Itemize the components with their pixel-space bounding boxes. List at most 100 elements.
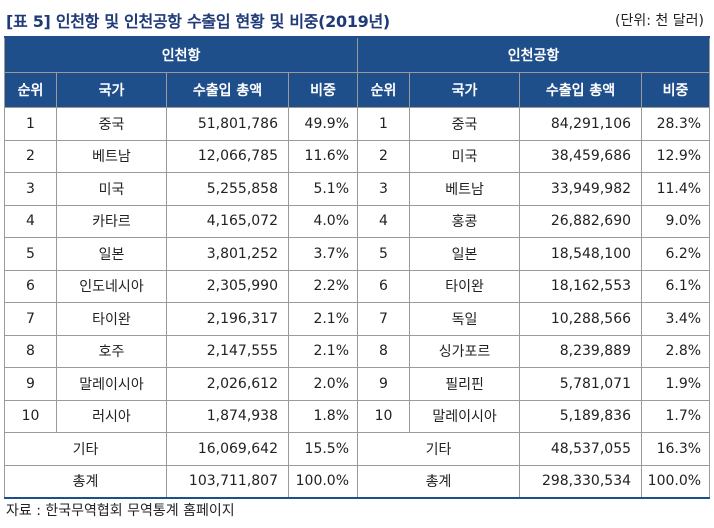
- air-share-cell: 3.4%: [641, 302, 711, 336]
- air-country-cell: 미국: [409, 139, 521, 173]
- port-share-cell: 2.1%: [287, 302, 359, 336]
- port-country-cell: 중국: [56, 107, 167, 141]
- air-country-cell: 싱가포르: [409, 334, 521, 368]
- air-share-cell: 28.3%: [641, 107, 711, 141]
- port-share-cell: 3.7%: [287, 237, 359, 271]
- table-row: 10 러시아 1,874,938 1.8% 10 말레이시아 5,189,836 1.7%: [4, 399, 711, 433]
- air-share-cell: 12.9%: [641, 139, 711, 173]
- rank-cell: 5: [4, 237, 57, 271]
- rank-cell: 2: [4, 139, 57, 173]
- air-country-cell: 독일: [409, 302, 521, 336]
- port-total-cell: 1,874,938: [166, 399, 289, 433]
- col-header-total: 수출입 총액: [519, 72, 643, 108]
- port-share-cell: 11.6%: [287, 139, 359, 173]
- air-rank-cell: 8: [357, 334, 411, 368]
- group-header-port: 인천항: [3, 36, 359, 73]
- port-total-cell: 2,147,555: [166, 334, 289, 368]
- other-label: 기타: [4, 432, 167, 466]
- air-country-cell: 말레이시아: [409, 399, 521, 433]
- air-share-cell: 6.2%: [641, 237, 711, 271]
- col-header-country: 국가: [409, 72, 521, 108]
- rank-cell: 1: [4, 107, 57, 141]
- air-country-cell: 일본: [409, 237, 521, 271]
- port-country-cell: 러시아: [56, 399, 167, 433]
- port-total-cell: 3,801,252: [166, 237, 289, 271]
- air-rank-cell: 4: [357, 204, 411, 238]
- air-rank-cell: 3: [357, 172, 411, 206]
- port-country-cell: 호주: [56, 334, 167, 368]
- total-label: 총계: [357, 464, 521, 499]
- air-total-cell: 5,189,836: [519, 399, 643, 433]
- air-rank-cell: 7: [357, 302, 411, 336]
- col-header-rank: 순위: [4, 72, 57, 108]
- group-header-airport: 인천공항: [357, 36, 711, 73]
- rank-cell: 6: [4, 269, 57, 303]
- air-share-cell: 9.0%: [641, 204, 711, 238]
- air-share-cell: 11.4%: [641, 172, 711, 206]
- port-share-cell: 4.0%: [287, 204, 359, 238]
- total-air-share: 100.0%: [641, 464, 711, 499]
- table-row-other: 기타 16,069,642 15.5% 기타 48,537,055 16.3%: [4, 432, 711, 466]
- air-rank-cell: 6: [357, 269, 411, 303]
- air-total-cell: 18,548,100: [519, 237, 643, 271]
- port-total-cell: 5,255,858: [166, 172, 289, 206]
- air-rank-cell: 9: [357, 367, 411, 401]
- port-share-cell: 2.2%: [287, 269, 359, 303]
- port-total-cell: 12,066,785: [166, 139, 289, 173]
- port-share-cell: 5.1%: [287, 172, 359, 206]
- air-total-cell: 26,882,690: [519, 204, 643, 238]
- rank-cell: 8: [4, 334, 57, 368]
- air-country-cell: 베트남: [409, 172, 521, 206]
- other-air-total: 48,537,055: [519, 432, 643, 466]
- port-country-cell: 말레이시아: [56, 367, 167, 401]
- air-total-cell: 18,162,553: [519, 269, 643, 303]
- table-row: 3 미국 5,255,858 5.1% 3 베트남 33,949,982 11.4%: [4, 172, 711, 206]
- other-label: 기타: [357, 432, 521, 466]
- rank-cell: 3: [4, 172, 57, 206]
- air-share-cell: 2.8%: [641, 334, 711, 368]
- col-header-rank: 순위: [357, 72, 411, 108]
- air-total-cell: 10,288,566: [519, 302, 643, 336]
- port-total-cell: 2,196,317: [166, 302, 289, 336]
- port-country-cell: 일본: [56, 237, 167, 271]
- total-port-total: 103,711,807: [166, 464, 289, 499]
- col-header-total: 수출입 총액: [166, 72, 289, 108]
- table-row: 6 인도네시아 2,305,990 2.2% 6 타이완 18,162,553 6.1%: [4, 269, 711, 303]
- port-country-cell: 미국: [56, 172, 167, 206]
- air-country-cell: 중국: [409, 107, 521, 141]
- port-share-cell: 49.9%: [287, 107, 359, 141]
- trade-table: 인천항 인천공항 순위 국가 수출입 총액 비중 순위 국가 수출입 총액 비중…: [3, 36, 711, 499]
- table-row: 7 타이완 2,196,317 2.1% 7 독일 10,288,566 3.4%: [4, 302, 711, 336]
- rank-cell: 4: [4, 204, 57, 238]
- total-label: 총계: [4, 464, 167, 499]
- air-rank-cell: 2: [357, 139, 411, 173]
- air-total-cell: 33,949,982: [519, 172, 643, 206]
- table-row-total: 총계 103,711,807 100.0% 총계 298,330,534 100…: [4, 464, 711, 499]
- other-port-total: 16,069,642: [166, 432, 289, 466]
- rank-cell: 10: [4, 399, 57, 433]
- total-port-share: 100.0%: [287, 464, 359, 499]
- port-share-cell: 1.8%: [287, 399, 359, 433]
- air-share-cell: 6.1%: [641, 269, 711, 303]
- air-total-cell: 8,239,889: [519, 334, 643, 368]
- table-row: 1 중국 51,801,786 49.9% 1 중국 84,291,106 28.3%: [4, 107, 711, 141]
- air-rank-cell: 1: [357, 107, 411, 141]
- port-country-cell: 타이완: [56, 302, 167, 336]
- port-total-cell: 4,165,072: [166, 204, 289, 238]
- unit-label: (단위: 천 달러): [615, 13, 704, 29]
- table-row: 8 호주 2,147,555 2.1% 8 싱가포르 8,239,889 2.8%: [4, 334, 711, 368]
- table-caption: [표 5] 인천항 및 인천공항 수출입 현황 및 비중(2019년): [6, 12, 390, 31]
- table-row: 2 베트남 12,066,785 11.6% 2 미국 38,459,686 12.9%: [4, 139, 711, 173]
- col-header-country: 국가: [56, 72, 167, 108]
- other-port-share: 15.5%: [287, 432, 359, 466]
- port-country-cell: 인도네시아: [56, 269, 167, 303]
- col-header-share: 비중: [287, 72, 359, 108]
- table-row: 5 일본 3,801,252 3.7% 5 일본 18,548,100 6.2%: [4, 237, 711, 271]
- port-share-cell: 2.0%: [287, 367, 359, 401]
- port-share-cell: 2.1%: [287, 334, 359, 368]
- port-country-cell: 베트남: [56, 139, 167, 173]
- air-country-cell: 타이완: [409, 269, 521, 303]
- air-total-cell: 84,291,106: [519, 107, 643, 141]
- air-total-cell: 5,781,071: [519, 367, 643, 401]
- port-total-cell: 2,305,990: [166, 269, 289, 303]
